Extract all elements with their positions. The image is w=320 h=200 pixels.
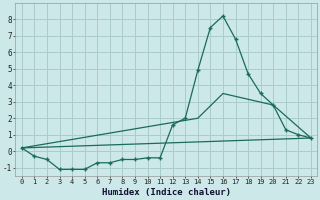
X-axis label: Humidex (Indice chaleur): Humidex (Indice chaleur) [102,188,231,197]
